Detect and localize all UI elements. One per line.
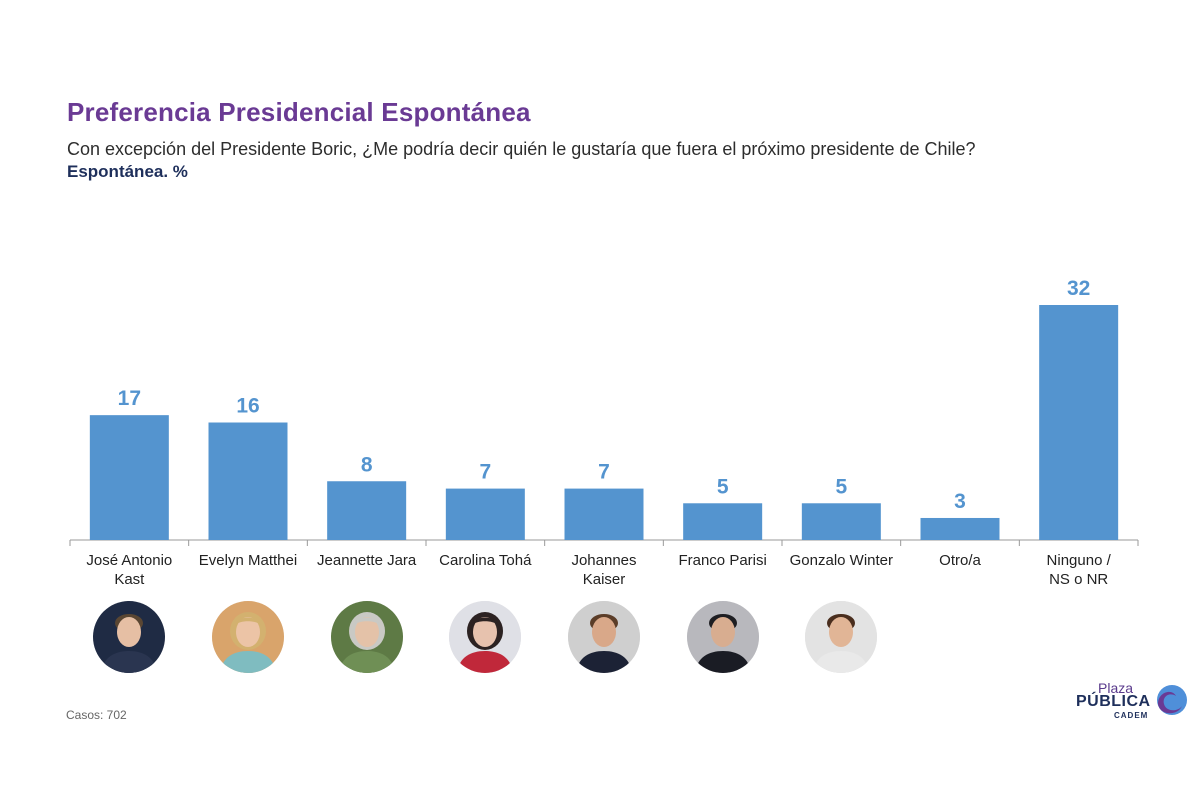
logo-line3: CADEM <box>1114 711 1149 720</box>
bar-value-label: 17 <box>118 387 141 410</box>
logo-line2: PÚBLICA <box>1076 693 1151 710</box>
bar <box>89 415 169 540</box>
category-label: Otro/a <box>939 552 981 569</box>
category-label: Jeannette Jara <box>317 552 417 569</box>
bar-value-label: 3 <box>954 490 966 513</box>
chart-subtitle-bold: Espontánea. % <box>67 162 188 181</box>
category-label: Evelyn Matthei <box>198 552 298 569</box>
logo-line1: Plaza <box>1098 680 1134 696</box>
sample-size: Casos: 702 <box>66 708 127 722</box>
plaza-publica-cadem-logo: Plaza PÚBLICA CADEM <box>1072 680 1190 722</box>
category-label: José Antonio Kast <box>86 552 173 588</box>
bar-value-label: 7 <box>479 461 491 484</box>
category-label: Franco Parisi <box>678 552 767 569</box>
chart-title: Preferencia Presidencial Espontánea <box>67 97 531 127</box>
woman-portrait-icon <box>449 601 522 673</box>
bar-value-label: 5 <box>835 475 847 498</box>
category-label: Johannes Kaiser <box>571 552 637 588</box>
bar <box>1039 305 1119 540</box>
bar <box>445 488 525 540</box>
bar-value-label: 8 <box>361 453 373 476</box>
bar <box>564 488 644 540</box>
bar <box>801 503 881 540</box>
woman-portrait-icon <box>212 601 284 673</box>
chart-subtitle: Con excepción del Presidente Boric, ¿Me … <box>67 139 976 159</box>
category-label: Ninguno / NS o NR <box>1046 552 1111 588</box>
category-label: Carolina Tohá <box>439 552 532 569</box>
man-portrait-icon <box>93 601 166 673</box>
bar-value-label: 32 <box>1067 277 1090 300</box>
man-portrait-icon <box>686 601 759 673</box>
logo-swirl-icon <box>1157 685 1187 715</box>
bar-value-label: 7 <box>598 461 610 484</box>
bar <box>920 517 1000 540</box>
category-label: Gonzalo Winter <box>789 552 894 569</box>
woman-portrait-icon <box>330 601 403 673</box>
bar <box>327 481 407 540</box>
man-portrait-icon <box>805 601 878 673</box>
bar-value-label: 16 <box>236 395 259 418</box>
bar <box>208 422 288 540</box>
bar-value-label: 5 <box>717 475 729 498</box>
bar-chart: 17 16 8 7 7 5 5 3 32 <box>69 277 1139 546</box>
bar <box>683 503 763 540</box>
man-portrait-icon <box>568 601 640 673</box>
